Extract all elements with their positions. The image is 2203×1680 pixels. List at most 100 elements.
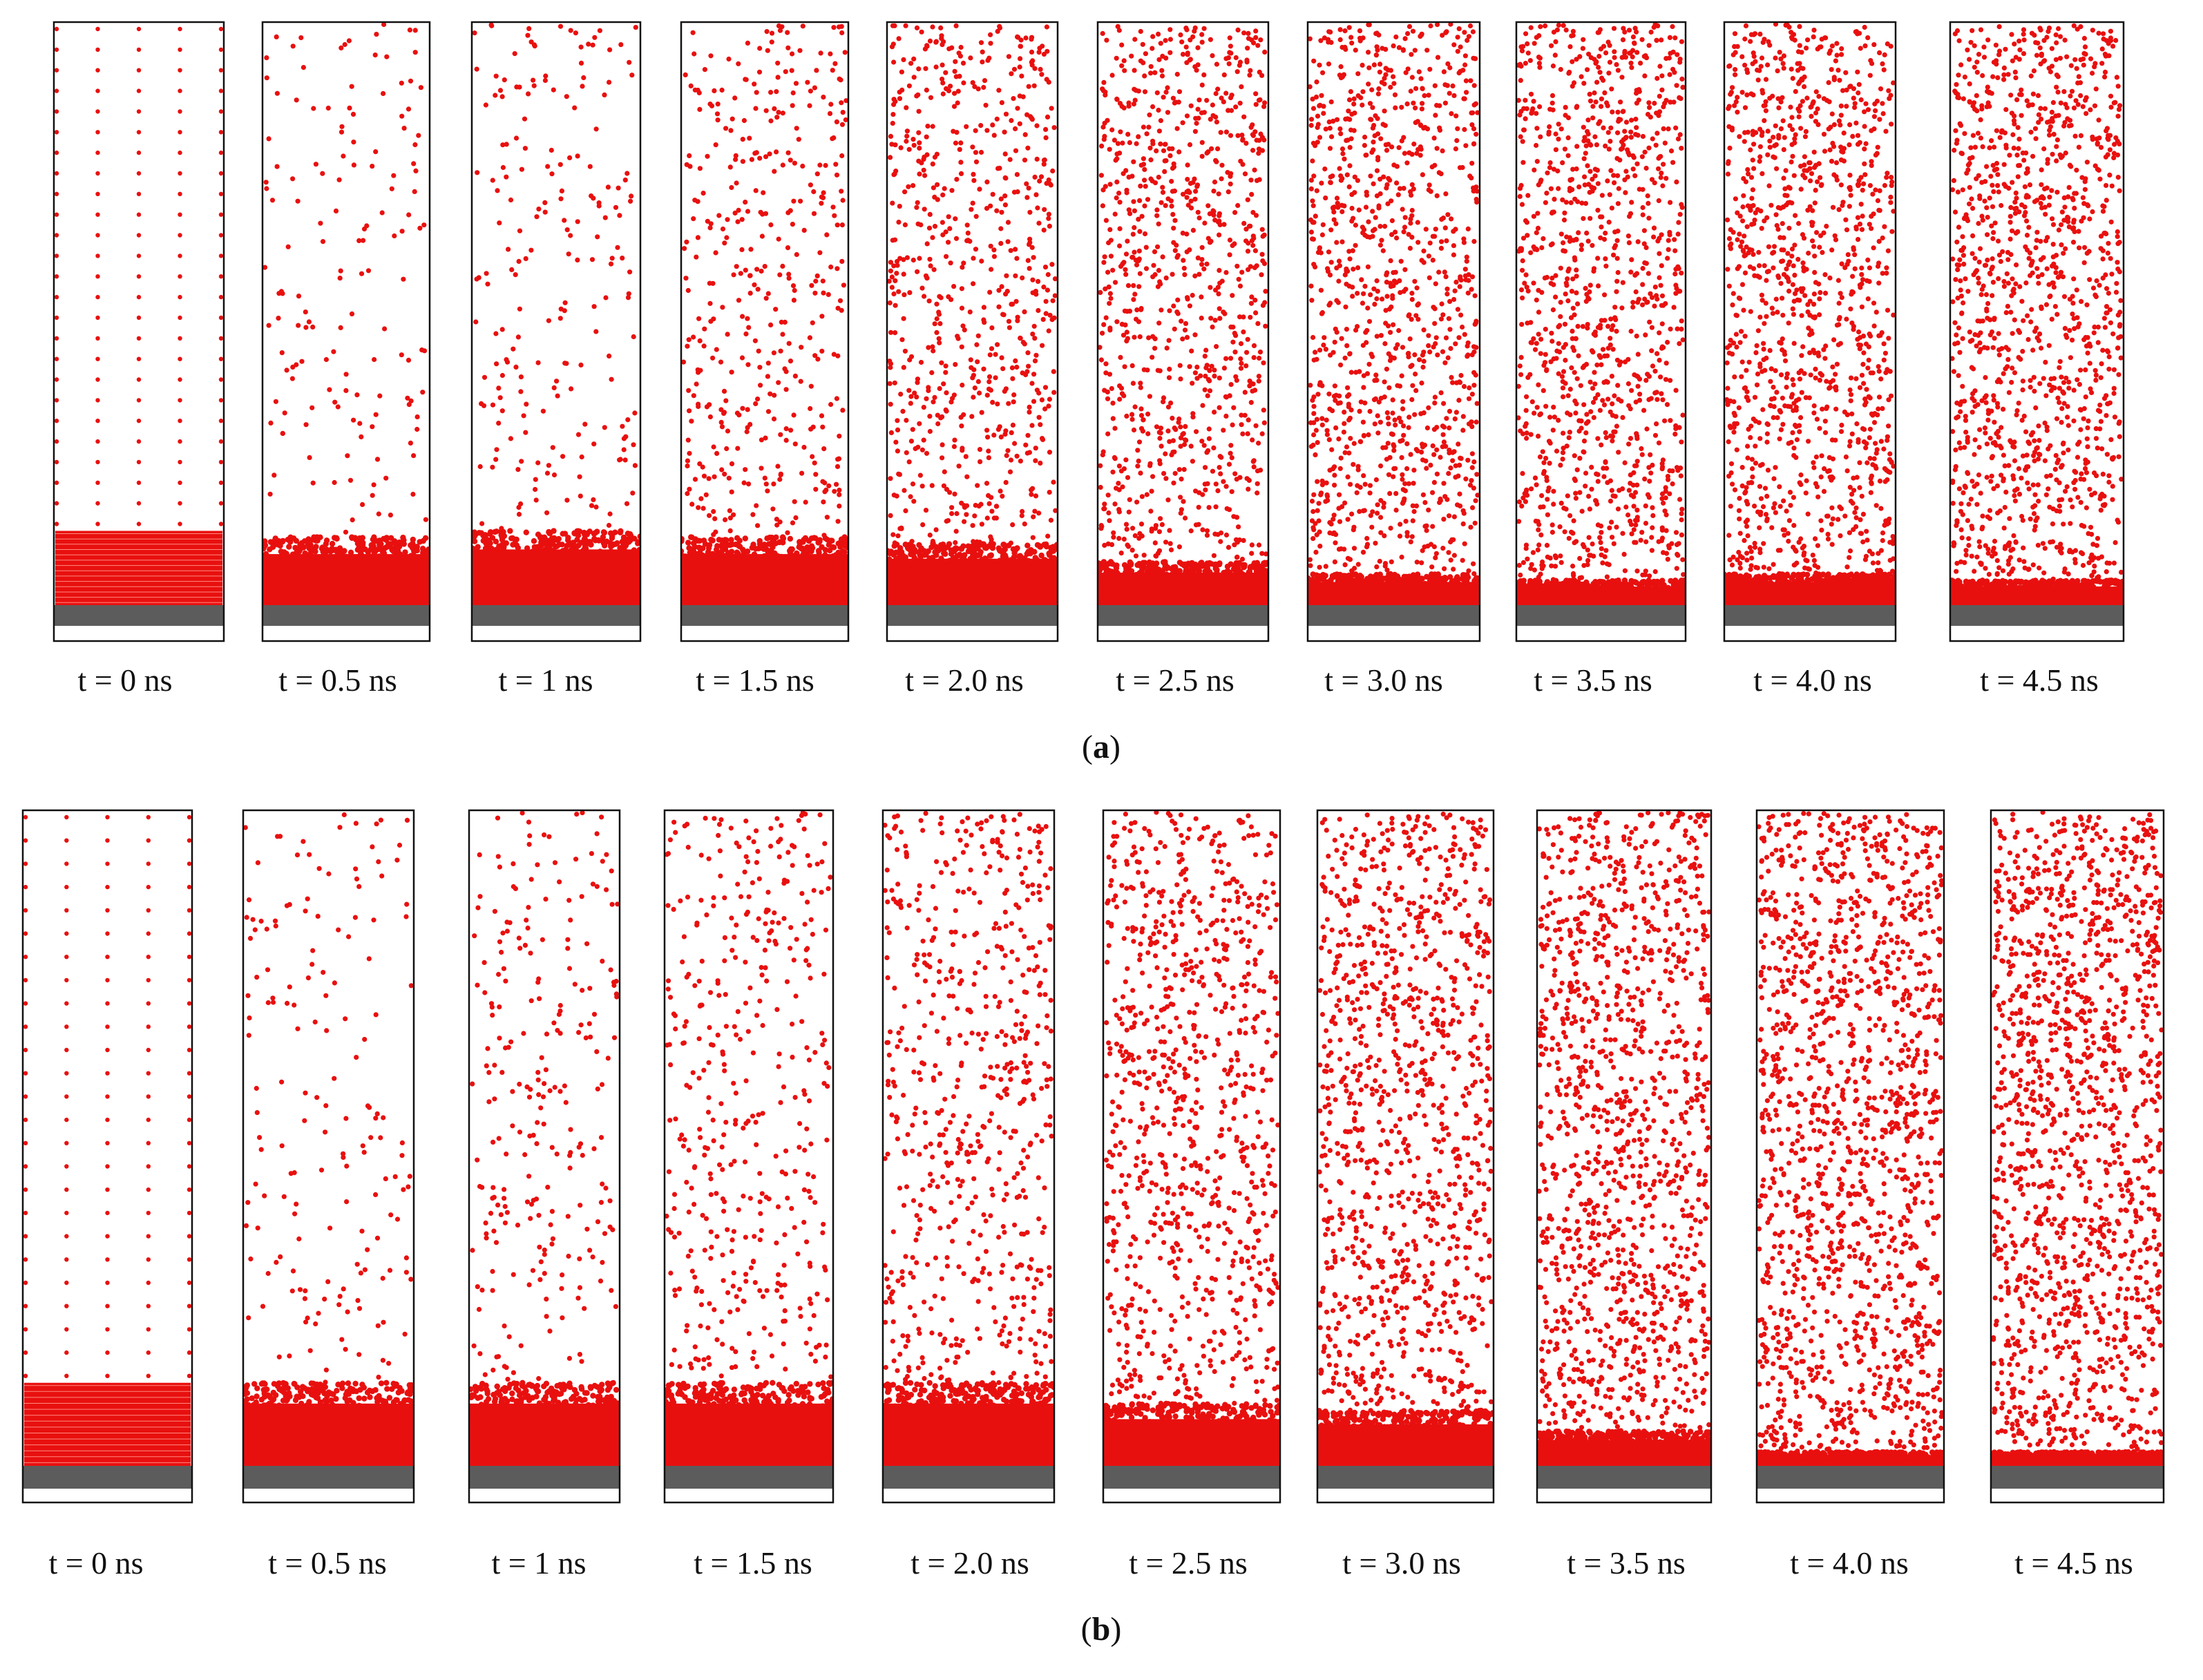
vapor-atom bbox=[835, 464, 841, 470]
vapor-atom bbox=[1012, 441, 1018, 446]
vapor-atom bbox=[1360, 62, 1365, 68]
vapor-atom bbox=[1013, 358, 1018, 364]
vapor-atom bbox=[995, 401, 1000, 407]
vapor-atom bbox=[558, 306, 564, 312]
vapor-atom bbox=[1250, 388, 1255, 394]
vapor-atom bbox=[940, 192, 946, 198]
vapor-atom bbox=[582, 421, 588, 427]
vapor-atom bbox=[841, 283, 846, 288]
vapor-atom bbox=[1246, 30, 1251, 37]
vapor-atom bbox=[1172, 326, 1177, 332]
vapor-atom bbox=[923, 66, 928, 71]
film-atom bbox=[378, 541, 384, 547]
vapor-atom bbox=[945, 518, 951, 524]
vapor-atom bbox=[1025, 432, 1031, 438]
vapor-atom bbox=[1156, 267, 1162, 273]
vapor-atom bbox=[1024, 195, 1030, 200]
vapor-atom bbox=[1450, 380, 1456, 385]
vapor-atom bbox=[1038, 460, 1043, 466]
film-atom bbox=[782, 561, 789, 567]
vapor-atom bbox=[1170, 211, 1176, 217]
vapor-atom bbox=[1371, 62, 1377, 68]
vapor-atom bbox=[1120, 332, 1127, 338]
vapor-atom bbox=[1388, 330, 1393, 335]
film-atom bbox=[747, 553, 754, 560]
vapor-atom bbox=[1209, 146, 1214, 151]
vapor-atom bbox=[959, 305, 965, 311]
vapor-atom bbox=[891, 59, 897, 65]
film-atom bbox=[479, 549, 486, 555]
vapor-atom bbox=[1102, 542, 1107, 548]
vapor-atom bbox=[1157, 461, 1163, 466]
vapor-atom bbox=[889, 142, 895, 147]
film-atom bbox=[565, 535, 571, 541]
vapor-atom bbox=[978, 123, 984, 128]
vapor-atom bbox=[1228, 181, 1233, 187]
vapor-atom bbox=[1178, 376, 1183, 382]
vapor-atom bbox=[1420, 101, 1425, 106]
vapor-atom bbox=[1207, 378, 1212, 383]
vapor-atom bbox=[1347, 256, 1353, 262]
vapor-atom bbox=[1471, 349, 1477, 355]
vapor-atom bbox=[1396, 145, 1402, 151]
vapor-atom bbox=[1043, 311, 1049, 316]
vapor-atom bbox=[1427, 349, 1433, 355]
vapor-atom bbox=[836, 24, 842, 30]
film-atom bbox=[1414, 572, 1421, 578]
vapor-atom bbox=[739, 247, 745, 252]
vapor-atom bbox=[1346, 108, 1351, 114]
vapor-atom bbox=[1142, 231, 1148, 237]
vapor-atom bbox=[685, 458, 691, 464]
vapor-atom bbox=[1105, 431, 1111, 437]
vapor-atom bbox=[1410, 518, 1415, 524]
vapor-atom bbox=[1009, 117, 1014, 124]
film-atom bbox=[379, 548, 385, 555]
vapor-atom bbox=[988, 243, 993, 249]
vapor-atom bbox=[401, 126, 407, 131]
vapor-atom bbox=[392, 233, 397, 239]
vapor-atom bbox=[1194, 120, 1199, 126]
vapor-atom bbox=[136, 480, 142, 485]
vapor-atom bbox=[1338, 455, 1344, 461]
vapor-atom bbox=[746, 481, 752, 487]
vapor-atom bbox=[1356, 207, 1362, 213]
vapor-atom bbox=[1219, 162, 1225, 168]
film-atom bbox=[689, 555, 696, 562]
film-atom bbox=[267, 564, 273, 571]
vapor-atom bbox=[933, 64, 939, 70]
vapor-atom bbox=[955, 336, 961, 341]
vapor-atom bbox=[1133, 553, 1139, 559]
vapor-atom bbox=[963, 454, 969, 459]
vapor-atom bbox=[1407, 336, 1413, 342]
film-atom bbox=[844, 544, 848, 551]
vapor-atom bbox=[1154, 213, 1160, 218]
vapor-atom bbox=[1006, 318, 1012, 324]
vapor-atom bbox=[1130, 381, 1136, 386]
vapor-atom bbox=[1317, 246, 1322, 251]
vapor-atom bbox=[1368, 513, 1373, 518]
vapor-atom bbox=[837, 487, 842, 493]
vapor-atom bbox=[274, 90, 280, 96]
vapor-atom bbox=[743, 200, 748, 205]
vapor-atom bbox=[1135, 448, 1141, 453]
vapor-atom bbox=[692, 477, 698, 482]
vapor-atom bbox=[987, 289, 993, 295]
vapor-atom bbox=[685, 343, 690, 349]
vapor-atom bbox=[1046, 79, 1051, 85]
vapor-atom bbox=[499, 94, 505, 99]
vapor-atom bbox=[1400, 207, 1405, 212]
vapor-atom bbox=[965, 238, 971, 243]
vapor-atom bbox=[1034, 156, 1040, 162]
vapor-atom bbox=[525, 32, 531, 38]
vapor-atom bbox=[1181, 258, 1186, 263]
vapor-atom bbox=[1027, 209, 1033, 215]
vapor-atom bbox=[1217, 316, 1223, 321]
vapor-atom bbox=[813, 278, 819, 284]
film-atom bbox=[1371, 573, 1378, 580]
vapor-atom bbox=[1399, 554, 1404, 560]
vapor-atom bbox=[735, 446, 741, 451]
vapor-atom bbox=[1462, 30, 1467, 35]
vapor-atom bbox=[1208, 37, 1213, 42]
vapor-atom bbox=[136, 47, 142, 52]
film-atom bbox=[776, 558, 783, 565]
